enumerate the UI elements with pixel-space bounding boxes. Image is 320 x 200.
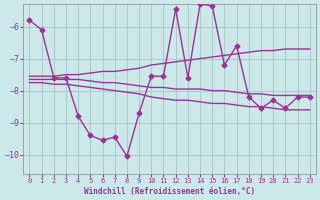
X-axis label: Windchill (Refroidissement éolien,°C): Windchill (Refroidissement éolien,°C)	[84, 187, 255, 196]
